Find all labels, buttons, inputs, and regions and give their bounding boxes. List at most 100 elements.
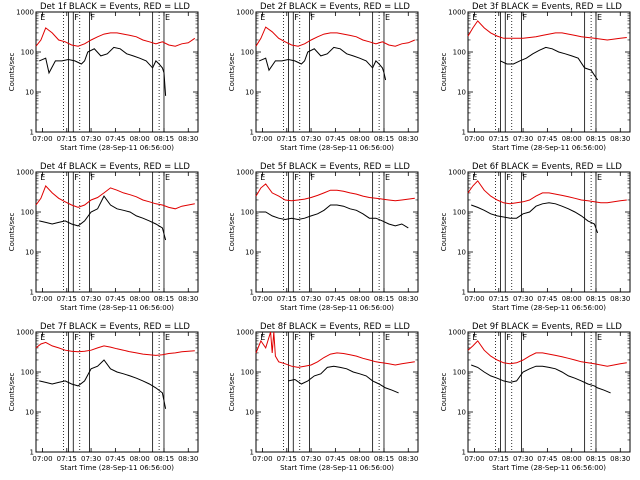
x-tick-label: 08:00 [562,455,582,463]
x-tick-label: 08:15 [586,135,606,143]
y-tick-label: 1000 [16,169,34,177]
flag-label-F: F [90,333,95,342]
plot-panel-3: Det 3f BLACK = Events, RED = LLD 07:00 07:… [440,2,631,152]
x-tick-label: 08:15 [374,295,394,303]
x-tick-label: 07:15 [57,295,77,303]
x-tick-label: 07:30 [513,135,533,143]
plot-title: Det 1f BLACK = Events, RED = LLD [40,2,190,12]
x-tick-label: 07:30 [513,455,533,463]
x-tick-label: 07:00 [252,295,272,303]
y-tick-label: 1 [250,129,254,137]
y-tick-label: 100 [241,209,254,217]
y-tick-label: 100 [21,369,34,377]
y-tick-label: 10 [457,249,466,257]
plot-frame [255,11,419,133]
y-tick-label: 10 [457,409,466,417]
x-tick-label: 07:30 [301,295,321,303]
y-axis-label: Counts/sec [8,373,16,412]
plot-title: Det 8f BLACK = Events, RED = LLD [260,322,410,332]
y-tick-label: 1000 [236,9,254,17]
series-events [259,204,409,229]
x-tick-label: 08:30 [610,455,630,463]
flag-label-E: E [385,13,390,22]
plot-panel-2: Det 2f BLACK = Events, RED = LLD 07:00 07:… [228,2,419,152]
y-axis-label: Counts/sec [228,213,236,252]
x-tick-label: 07:15 [277,135,297,143]
flag-label-F: F [294,173,299,182]
plot-title: Det 2f BLACK = Events, RED = LLD [260,2,410,12]
x-tick-label: 08:00 [350,135,370,143]
x-tick-label: 07:15 [57,455,77,463]
x-tick-label: 07:15 [489,295,509,303]
flag-label-F: F [522,13,527,22]
flag-label-E: E [165,13,170,22]
y-tick-label: 1000 [16,329,34,337]
x-tick-label: 08:15 [586,455,606,463]
series-lld [467,20,627,41]
series-lld [467,180,627,205]
series-events [288,365,399,394]
plot-title: Det 6f BLACK = Events, RED = LLD [472,162,622,172]
x-tick-label: 08:30 [398,455,418,463]
plot-title: Det 9f BLACK = Events, RED = LLD [472,322,622,332]
x-axis-label: Start Time (28-Sep-11 06:56:00) [60,304,174,312]
series-lld [35,27,196,47]
x-tick-label: 08:00 [562,135,582,143]
flag-label-E: E [472,333,477,342]
x-tick-label: 08:30 [398,295,418,303]
y-tick-label: 1 [30,289,34,297]
flag-label-F: F [506,13,511,22]
y-axis-label: Counts/sec [440,373,448,412]
plot-frame [467,11,631,133]
series-lld [35,341,195,356]
plot-frame [255,171,419,293]
flag-label-F: F [522,333,527,342]
x-tick-label: 08:15 [154,455,174,463]
flag-label-F: F [310,333,315,342]
x-tick-label: 07:15 [489,135,509,143]
x-tick-label: 08:30 [610,295,630,303]
y-tick-label: 100 [241,49,254,57]
flag-label-E: E [165,173,170,182]
y-tick-label: 10 [245,249,254,257]
y-axis-label: Counts/sec [440,53,448,92]
x-tick-label: 07:15 [277,295,297,303]
series-lld [255,183,415,202]
x-tick-label: 08:15 [154,135,174,143]
y-tick-label: 10 [245,409,254,417]
y-tick-label: 10 [25,409,34,417]
x-tick-label: 07:30 [81,455,101,463]
x-tick-label: 07:30 [513,295,533,303]
y-axis-label: Counts/sec [8,213,16,252]
series-lld [255,331,415,368]
x-tick-label: 08:30 [398,135,418,143]
x-tick-label: 08:15 [374,455,394,463]
flag-label-E: E [260,173,265,182]
plot-title: Det 3f BLACK = Events, RED = LLD [472,2,622,12]
flag-label-E: E [597,333,602,342]
y-axis-label: Counts/sec [228,373,236,412]
flag-label-F: F [74,333,79,342]
y-tick-label: 100 [453,369,466,377]
y-tick-label: 10 [457,89,466,97]
y-tick-label: 1 [462,449,466,457]
x-tick-label: 07:30 [81,135,101,143]
flag-label-F: F [522,173,527,182]
x-tick-label: 07:45 [105,135,125,143]
x-tick-label: 07:15 [489,455,509,463]
y-axis-label: Counts/sec [8,53,16,92]
series-lld [35,184,195,210]
x-tick-label: 07:00 [252,455,272,463]
x-tick-label: 08:00 [350,455,370,463]
x-tick-label: 08:30 [178,135,198,143]
y-tick-label: 100 [453,49,466,57]
x-tick-label: 07:45 [537,135,557,143]
x-axis-label: Start Time (28-Sep-11 06:56:00) [492,464,606,472]
plot-panel-6: Det 6f BLACK = Events, RED = LLD 07:00 07:… [440,162,631,312]
plot-panel-4: Det 4f BLACK = Events, RED = LLD 07:00 07:… [8,162,199,312]
flag-label-F: F [506,173,511,182]
x-tick-label: 07:00 [464,135,484,143]
x-axis-label: Start Time (28-Sep-11 06:56:00) [280,144,394,152]
y-tick-label: 1 [30,449,34,457]
